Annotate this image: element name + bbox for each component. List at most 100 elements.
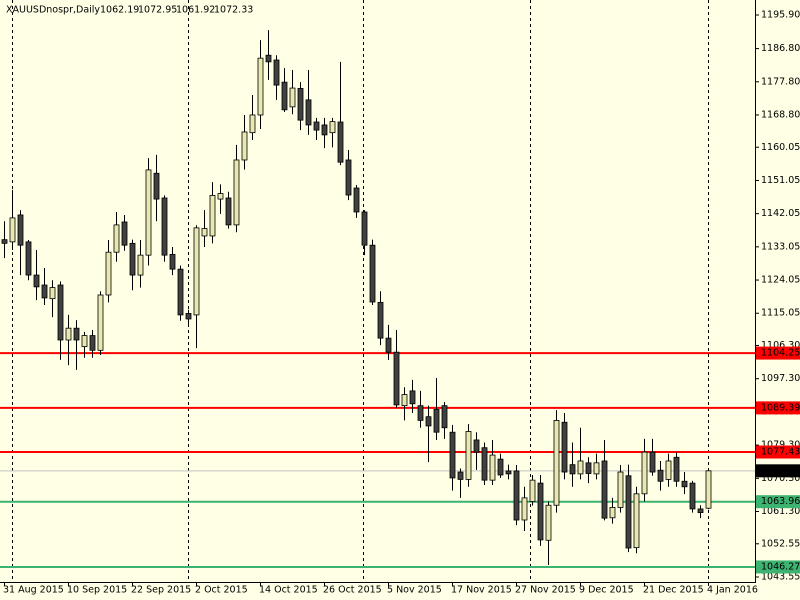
y-tick-label: 1070.30 <box>761 473 800 484</box>
candle-body <box>665 460 672 480</box>
candle-body <box>49 287 56 300</box>
candle-body <box>201 228 208 237</box>
y-tick-label: 1061.30 <box>761 506 800 517</box>
candle-body <box>529 479 536 502</box>
header-low: 1061.92 <box>176 5 215 16</box>
y-tick-label: 1043.55 <box>761 571 800 582</box>
candle-body <box>497 458 504 476</box>
candle-body <box>457 471 464 480</box>
y-tick-label: 1079.30 <box>761 440 800 451</box>
candle-body <box>249 114 256 134</box>
candle-body <box>129 242 136 276</box>
candle-body <box>241 131 248 161</box>
candle-body <box>505 470 512 475</box>
candle-body <box>401 394 408 407</box>
y-tick-label: 1160.05 <box>761 142 800 153</box>
candle-body <box>217 193 224 200</box>
candle-body <box>433 408 440 433</box>
candle-body <box>697 508 704 514</box>
candle-body <box>345 159 352 196</box>
x-tick-label: 2 Oct 2015 <box>195 585 248 596</box>
candle-body <box>193 227 200 316</box>
candle-body <box>681 480 688 488</box>
candle-body <box>225 197 232 226</box>
candle-body <box>185 313 192 320</box>
candle-body <box>385 337 392 353</box>
chart-title: XAUUSDnospr,Daily <box>6 5 100 16</box>
level-label-box <box>756 495 800 509</box>
current-price-box <box>756 464 800 478</box>
candle-body <box>481 447 488 481</box>
candle-body <box>273 59 280 86</box>
candle-body <box>57 284 64 341</box>
y-tick-label: 1186.80 <box>761 43 800 54</box>
candle-body <box>657 469 664 482</box>
candle-body <box>1 239 8 244</box>
x-tick-label: 5 Nov 2015 <box>387 585 442 596</box>
x-tick-label: 14 Oct 2015 <box>259 585 318 596</box>
candle-body <box>329 121 336 134</box>
candle-body <box>449 431 456 479</box>
candle-body <box>705 470 712 509</box>
x-tick-label: 31 Aug 2015 <box>3 585 64 596</box>
y-tick-label: 1106.30 <box>761 340 800 351</box>
level-label-box <box>756 445 800 459</box>
candle-body <box>17 214 24 246</box>
level-label: 1063.96 <box>761 496 800 507</box>
candle-body <box>313 121 320 131</box>
candle-body <box>473 439 480 453</box>
candle-body <box>257 57 264 116</box>
candle-body <box>153 172 160 200</box>
candle-body <box>113 224 120 253</box>
level-label: 1104.25 <box>761 348 800 359</box>
candle-body <box>33 274 40 288</box>
level-label-box <box>756 560 800 574</box>
candle-body <box>377 301 384 339</box>
candle-body <box>321 124 328 136</box>
level-label-box <box>756 401 800 415</box>
candle-body <box>137 254 144 276</box>
candle-body <box>617 471 624 508</box>
current-price-label: 1072.33 <box>761 465 800 476</box>
candle-body <box>577 460 584 475</box>
candle-body <box>25 241 32 276</box>
header-open: 1062.19 <box>100 5 139 16</box>
candle-body <box>233 159 240 226</box>
y-tick-label: 1115.05 <box>761 308 800 319</box>
candle-body <box>585 462 592 474</box>
candle-body <box>689 482 696 510</box>
y-tick-label: 1052.55 <box>761 538 800 549</box>
candle-body <box>569 464 576 475</box>
candle-body <box>673 456 680 482</box>
candle-body <box>649 451 656 473</box>
x-tick-label: 17 Nov 2015 <box>451 585 512 596</box>
candle-body <box>409 390 416 405</box>
candle-body <box>361 211 368 246</box>
candle-body <box>393 351 400 406</box>
x-tick-label: 21 Dec 2015 <box>643 585 704 596</box>
candle-body <box>265 54 272 63</box>
y-tick-label: 1133.05 <box>761 241 800 252</box>
candle-body <box>81 335 88 348</box>
candle-body <box>89 335 96 351</box>
candle-body <box>297 88 304 121</box>
candle-body <box>633 493 640 549</box>
y-tick-label: 1195.90 <box>761 10 800 21</box>
candle-body <box>337 121 344 163</box>
candle-body <box>145 169 152 256</box>
candle-body <box>369 244 376 303</box>
candle-body <box>65 327 72 341</box>
candle-body <box>537 482 544 541</box>
candle-body <box>97 294 104 351</box>
candle-body <box>281 81 288 111</box>
level-label: 1046.27 <box>761 561 800 572</box>
y-tick-label: 1151.05 <box>761 175 800 186</box>
header-high: 1072.95 <box>138 5 177 16</box>
x-tick-label: 10 Sep 2015 <box>67 585 127 596</box>
candle-body <box>441 405 448 429</box>
x-tick-label: 9 Dec 2015 <box>579 585 634 596</box>
candle-body <box>73 327 80 341</box>
x-tick-label: 22 Sep 2015 <box>131 585 191 596</box>
